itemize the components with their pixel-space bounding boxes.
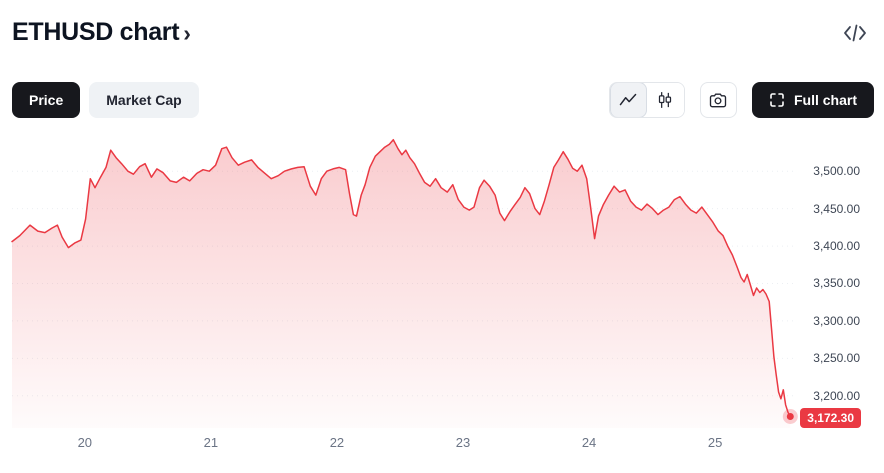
y-axis-label: 3,350.00 bbox=[813, 276, 860, 291]
chart-controls: Full chart bbox=[608, 82, 874, 118]
chevron-right-icon: › bbox=[183, 20, 191, 46]
y-axis-label: 3,300.00 bbox=[813, 313, 860, 328]
y-axis: 3,172.30 3,500.00 3,450.00 3,400.00 3,350.0… bbox=[797, 130, 863, 428]
y-axis-label: 3,500.00 bbox=[813, 164, 860, 179]
x-axis-label: 25 bbox=[707, 435, 723, 450]
x-axis-label: 23 bbox=[455, 435, 471, 450]
y-axis-label: 3,200.00 bbox=[813, 388, 860, 403]
fullscreen-icon bbox=[770, 93, 784, 107]
header: ETHUSD chart › bbox=[12, 18, 870, 47]
y-axis-label: 3,400.00 bbox=[813, 239, 860, 254]
last-price-badge: 3,172.30 bbox=[800, 407, 861, 428]
full-chart-label: Full chart bbox=[793, 92, 857, 108]
x-axis: 20 21 22 23 24 25 bbox=[12, 435, 795, 453]
candlestick-icon bbox=[659, 92, 672, 108]
price-chart[interactable] bbox=[11, 130, 798, 428]
line-chart-icon bbox=[620, 93, 637, 106]
x-axis-label: 21 bbox=[203, 435, 219, 450]
full-chart-button[interactable]: Full chart bbox=[751, 82, 874, 118]
chart-title-link[interactable]: ETHUSD chart › bbox=[12, 18, 191, 47]
embed-code-button[interactable] bbox=[840, 21, 870, 45]
x-axis-label: 20 bbox=[77, 435, 93, 450]
price-marketcap-toggle: Price Market Cap bbox=[12, 82, 199, 118]
market-cap-toggle-button[interactable]: Market Cap bbox=[89, 82, 199, 118]
chart-toolbar: Price Market Cap bbox=[12, 82, 874, 118]
candlestick-chart-type-button[interactable] bbox=[646, 83, 684, 117]
screenshot-button[interactable] bbox=[699, 82, 737, 118]
x-axis-label: 24 bbox=[581, 435, 597, 450]
chart-canvas bbox=[11, 138, 798, 428]
y-axis-label: 3,450.00 bbox=[813, 201, 860, 216]
x-axis-label: 22 bbox=[329, 435, 345, 450]
y-axis-label: 3,250.00 bbox=[813, 351, 860, 366]
price-toggle-button[interactable]: Price bbox=[12, 82, 81, 118]
chart-type-switcher bbox=[608, 82, 685, 118]
page-title: ETHUSD chart bbox=[12, 18, 180, 46]
line-chart-type-button[interactable] bbox=[609, 83, 647, 117]
code-icon bbox=[844, 24, 866, 41]
camera-icon bbox=[710, 93, 727, 108]
